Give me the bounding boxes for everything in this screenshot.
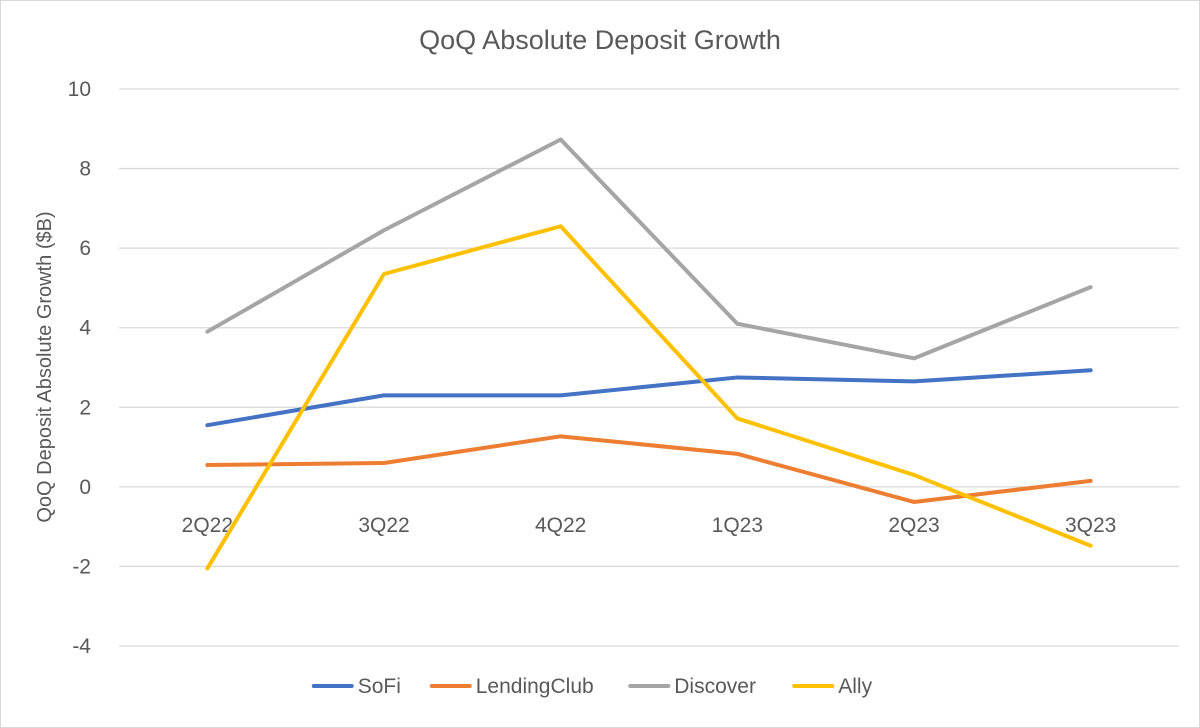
legend-label: Discover: [674, 675, 756, 698]
x-axis-ticks: 2Q22 3Q22 4Q22 1Q23 2Q23 3Q23: [182, 514, 1117, 537]
x-tick-label: 4Q22: [535, 514, 586, 537]
series-line-lendingclub: [205, 434, 1093, 504]
y-tick-label: -4: [72, 635, 91, 658]
series-lines: [205, 137, 1093, 571]
chart-title: QoQ Absolute Deposit Growth: [419, 25, 781, 55]
y-tick-label: 10: [68, 78, 91, 101]
x-tick-label: 1Q23: [712, 514, 763, 537]
x-tick-label: 2Q22: [182, 514, 233, 537]
x-tick-label: 2Q23: [888, 514, 939, 537]
gridlines: [119, 88, 1179, 647]
y-tick-label: -2: [72, 555, 91, 578]
y-tick-label: 8: [79, 158, 91, 181]
legend-label: LendingClub: [476, 675, 594, 698]
legend-label: Ally: [838, 675, 872, 698]
legend: SoFi LendingClub Discover Ally: [311, 675, 873, 698]
series-line-sofi: [205, 368, 1093, 428]
y-axis-ticks: 10 8 6 4 2 0 -2 -4: [68, 78, 92, 658]
x-tick-label: 3Q23: [1065, 514, 1116, 537]
y-tick-label: 0: [79, 476, 91, 499]
series-line-ally: [205, 224, 1093, 571]
legend-item-lendingclub: LendingClub: [429, 675, 594, 698]
legend-item-ally: Ally: [792, 675, 873, 698]
legend-item-sofi: SoFi: [311, 675, 401, 698]
x-tick-label: 3Q22: [358, 514, 409, 537]
y-tick-label: 6: [79, 237, 91, 260]
y-tick-label: 4: [79, 317, 91, 340]
series-line-discover: [205, 137, 1093, 361]
y-axis-label: QoQ Deposit Absolute Growth ($B): [34, 211, 56, 522]
legend-label: SoFi: [358, 675, 401, 698]
legend-item-discover: Discover: [628, 675, 756, 698]
y-tick-label: 2: [79, 396, 91, 419]
